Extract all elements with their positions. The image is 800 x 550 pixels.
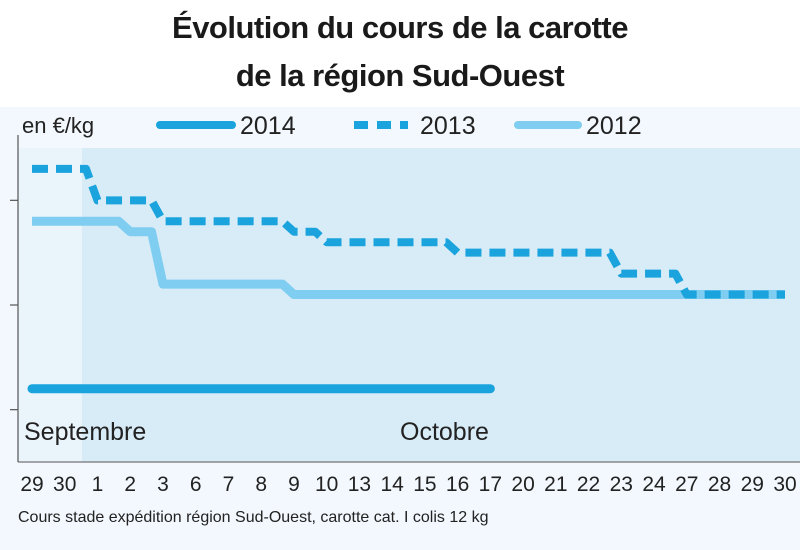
x-tick-label-17: 22 [577,473,600,496]
x-tick-label-2: 1 [92,473,104,496]
legend-label-2013: 2013 [420,112,476,140]
x-tick-label-20: 27 [675,473,698,496]
x-tick-label-13: 16 [446,473,469,496]
x-tick-labels: 29 30 1 2 3 6 7 8 9 10 13 14 15 16 17 20 21 22 23 24 27 28 29 3… [20,473,796,496]
x-tick-label-16: 21 [544,473,567,496]
x-tick-label-1: 30 [53,473,76,496]
legend-label-2012: 2012 [586,112,642,140]
x-tick-label-12: 15 [413,473,436,496]
x-tick-label-6: 7 [223,473,235,496]
x-tick-label-23: 30 [773,473,796,496]
chart-title-line1: Évolution du cours de la carotte [172,10,628,45]
series-line-2013 [32,164,785,299]
series-line-2012 [32,216,785,300]
x-tick-label-0: 29 [20,473,43,496]
legend: 2014 2013 2012 [156,112,642,140]
legend-label-2014: 2014 [240,112,296,140]
source-note: Cours stade expédition région Sud-Ouest,… [18,509,488,526]
x-tick-label-8: 9 [288,473,300,496]
plot-area [82,148,800,462]
x-tick-label-21: 28 [708,473,731,496]
x-tick-label-9: 10 [315,473,338,496]
month-label-september: Septembre [24,418,146,446]
x-tick-label-19: 24 [642,473,666,496]
x-tick-label-10: 13 [348,473,371,496]
month-label-october: Octobre [400,418,489,446]
x-tick-label-14: 17 [479,473,502,496]
x-tick-label-4: 3 [157,473,169,496]
x-tick-label-5: 6 [190,473,202,496]
x-tick-label-7: 8 [255,473,267,496]
y-unit-label: en €/kg [22,113,94,138]
x-tick-label-22: 29 [741,473,764,496]
x-tick-label-15: 20 [511,473,534,496]
chart-title-line2: de la région Sud-Ouest [235,58,565,93]
x-tick-label-11: 14 [380,473,404,496]
x-tick-label-18: 23 [610,473,633,496]
series-layer [27,164,785,394]
y-axis-ticks [10,199,18,411]
x-tick-label-3: 2 [124,473,136,496]
